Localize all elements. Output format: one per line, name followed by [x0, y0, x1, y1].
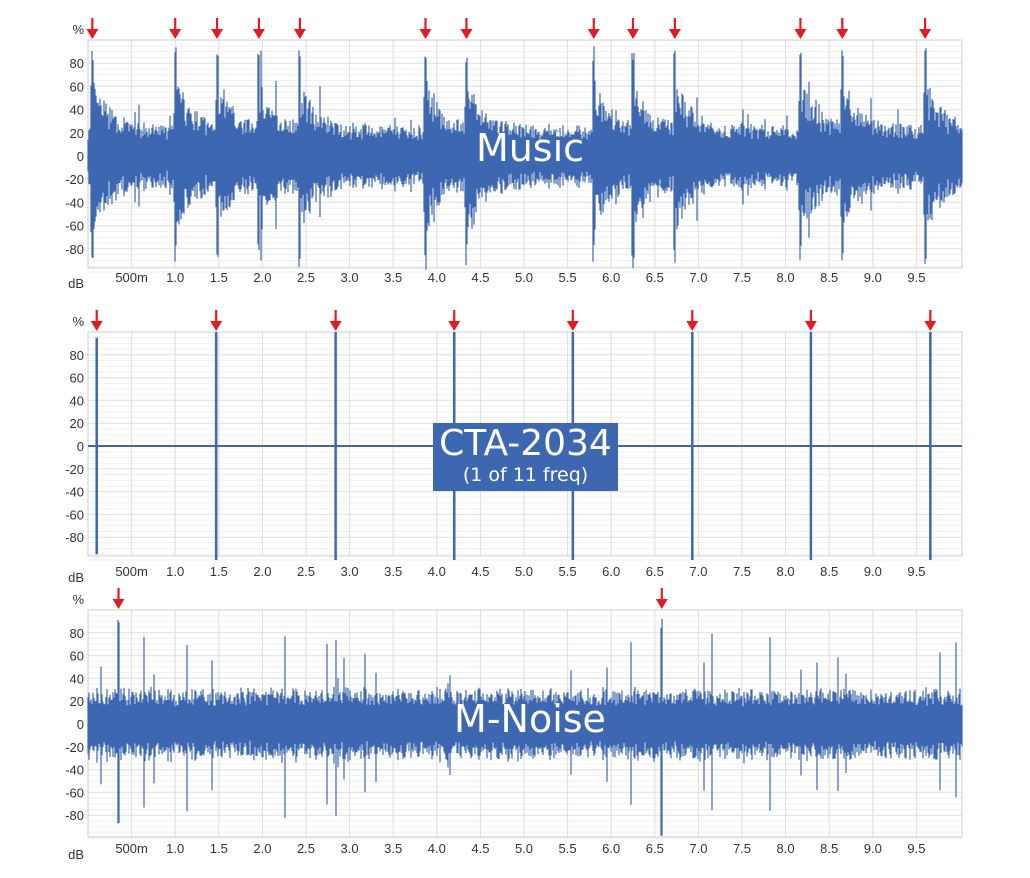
svg-text:3.0: 3.0 — [341, 841, 359, 856]
cta-label-box: CTA-2034 (1 of 11 freq) — [433, 423, 618, 491]
svg-text:2.0: 2.0 — [253, 270, 271, 285]
svg-text:1.5: 1.5 — [210, 270, 228, 285]
svg-text:500m: 500m — [115, 270, 148, 285]
svg-text:%: % — [72, 22, 84, 37]
svg-text:6.0: 6.0 — [602, 564, 620, 579]
svg-text:3.0: 3.0 — [341, 564, 359, 579]
svg-text:9.0: 9.0 — [864, 841, 882, 856]
svg-text:9.0: 9.0 — [864, 270, 882, 285]
cta-label: CTA-2034 — [439, 423, 612, 464]
svg-text:1.5: 1.5 — [210, 564, 228, 579]
svg-text:9.5: 9.5 — [907, 270, 925, 285]
svg-text:20: 20 — [70, 694, 84, 709]
svg-text:7.5: 7.5 — [733, 841, 751, 856]
svg-text:-40: -40 — [65, 485, 84, 500]
svg-text:7.0: 7.0 — [689, 841, 707, 856]
svg-text:2.5: 2.5 — [297, 564, 315, 579]
svg-text:4.5: 4.5 — [471, 841, 489, 856]
svg-text:80: 80 — [70, 626, 84, 641]
svg-text:1.0: 1.0 — [166, 564, 184, 579]
svg-text:4.0: 4.0 — [428, 564, 446, 579]
svg-text:8.0: 8.0 — [777, 270, 795, 285]
svg-text:500m: 500m — [115, 841, 148, 856]
svg-text:-20: -20 — [65, 740, 84, 755]
svg-text:1.0: 1.0 — [166, 270, 184, 285]
svg-text:4.0: 4.0 — [428, 841, 446, 856]
svg-text:6.0: 6.0 — [602, 270, 620, 285]
svg-text:80: 80 — [70, 56, 84, 71]
svg-text:80: 80 — [70, 348, 84, 363]
svg-text:9.0: 9.0 — [864, 564, 882, 579]
svg-text:%: % — [72, 314, 84, 329]
svg-text:5.0: 5.0 — [515, 270, 533, 285]
svg-text:2.0: 2.0 — [253, 564, 271, 579]
svg-text:-80: -80 — [65, 808, 84, 823]
svg-text:-80: -80 — [65, 242, 84, 257]
svg-text:dB: dB — [68, 570, 84, 585]
cta-sublabel: (1 of 11 freq) — [462, 464, 589, 486]
svg-text:9.5: 9.5 — [907, 564, 925, 579]
svg-text:5.5: 5.5 — [559, 841, 577, 856]
svg-text:5.0: 5.0 — [515, 564, 533, 579]
svg-text:40: 40 — [70, 671, 84, 686]
svg-text:6.5: 6.5 — [646, 564, 664, 579]
svg-text:7.5: 7.5 — [733, 564, 751, 579]
svg-text:7.5: 7.5 — [733, 270, 751, 285]
svg-text:60: 60 — [70, 649, 84, 664]
svg-text:-60: -60 — [65, 785, 84, 800]
music-label: Music — [475, 126, 585, 170]
svg-text:2.5: 2.5 — [297, 841, 315, 856]
svg-text:-20: -20 — [65, 172, 84, 187]
svg-text:60: 60 — [70, 79, 84, 94]
svg-text:7.0: 7.0 — [689, 270, 707, 285]
svg-text:7.0: 7.0 — [689, 564, 707, 579]
svg-text:3.5: 3.5 — [384, 270, 402, 285]
svg-text:8.5: 8.5 — [820, 564, 838, 579]
svg-text:8.0: 8.0 — [777, 564, 795, 579]
svg-text:60: 60 — [70, 371, 84, 386]
svg-text:6.0: 6.0 — [602, 841, 620, 856]
svg-text:20: 20 — [70, 126, 84, 141]
svg-text:1.5: 1.5 — [210, 841, 228, 856]
svg-text:-40: -40 — [65, 195, 84, 210]
svg-text:-80: -80 — [65, 530, 84, 545]
svg-text:500m: 500m — [115, 564, 148, 579]
svg-text:3.5: 3.5 — [384, 841, 402, 856]
svg-text:20: 20 — [70, 416, 84, 431]
svg-text:6.5: 6.5 — [646, 841, 664, 856]
svg-text:2.0: 2.0 — [253, 841, 271, 856]
music-panel: 80 60 40 20 0 -20 -40 -60 -80% dB 500m 1.0 1.5 2.0 2.5… — [0, 0, 1030, 292]
svg-text:4.5: 4.5 — [471, 270, 489, 285]
svg-text:5.0: 5.0 — [515, 841, 533, 856]
svg-text:2.5: 2.5 — [297, 270, 315, 285]
svg-text:0: 0 — [77, 149, 84, 164]
svg-text:8.0: 8.0 — [777, 841, 795, 856]
svg-text:8.5: 8.5 — [820, 270, 838, 285]
mnoise-label: M-Noise — [454, 697, 606, 741]
svg-text:6.5: 6.5 — [646, 270, 664, 285]
svg-text:8.5: 8.5 — [820, 841, 838, 856]
svg-text:-60: -60 — [65, 219, 84, 234]
svg-text:-20: -20 — [65, 462, 84, 477]
music-waveform-chart: 80 60 40 20 0 -20 -40 -60 -80% dB 500m 1.0 1.5 2.0 2.5… — [65, 18, 963, 291]
svg-text:dB: dB — [68, 847, 84, 862]
svg-text:dB: dB — [68, 276, 84, 291]
svg-text:4.0: 4.0 — [428, 270, 446, 285]
svg-text:40: 40 — [70, 393, 84, 408]
svg-text:0: 0 — [77, 717, 84, 732]
svg-text:0: 0 — [77, 439, 84, 454]
svg-text:3.0: 3.0 — [341, 270, 359, 285]
svg-text:40: 40 — [70, 103, 84, 118]
svg-text:9.5: 9.5 — [907, 841, 925, 856]
svg-text:5.5: 5.5 — [559, 564, 577, 579]
svg-text:-40: -40 — [65, 763, 84, 778]
svg-text:%: % — [72, 592, 84, 607]
svg-text:3.5: 3.5 — [384, 564, 402, 579]
svg-text:-60: -60 — [65, 507, 84, 522]
svg-text:5.5: 5.5 — [559, 270, 577, 285]
svg-text:1.0: 1.0 — [166, 841, 184, 856]
svg-text:4.5: 4.5 — [471, 564, 489, 579]
